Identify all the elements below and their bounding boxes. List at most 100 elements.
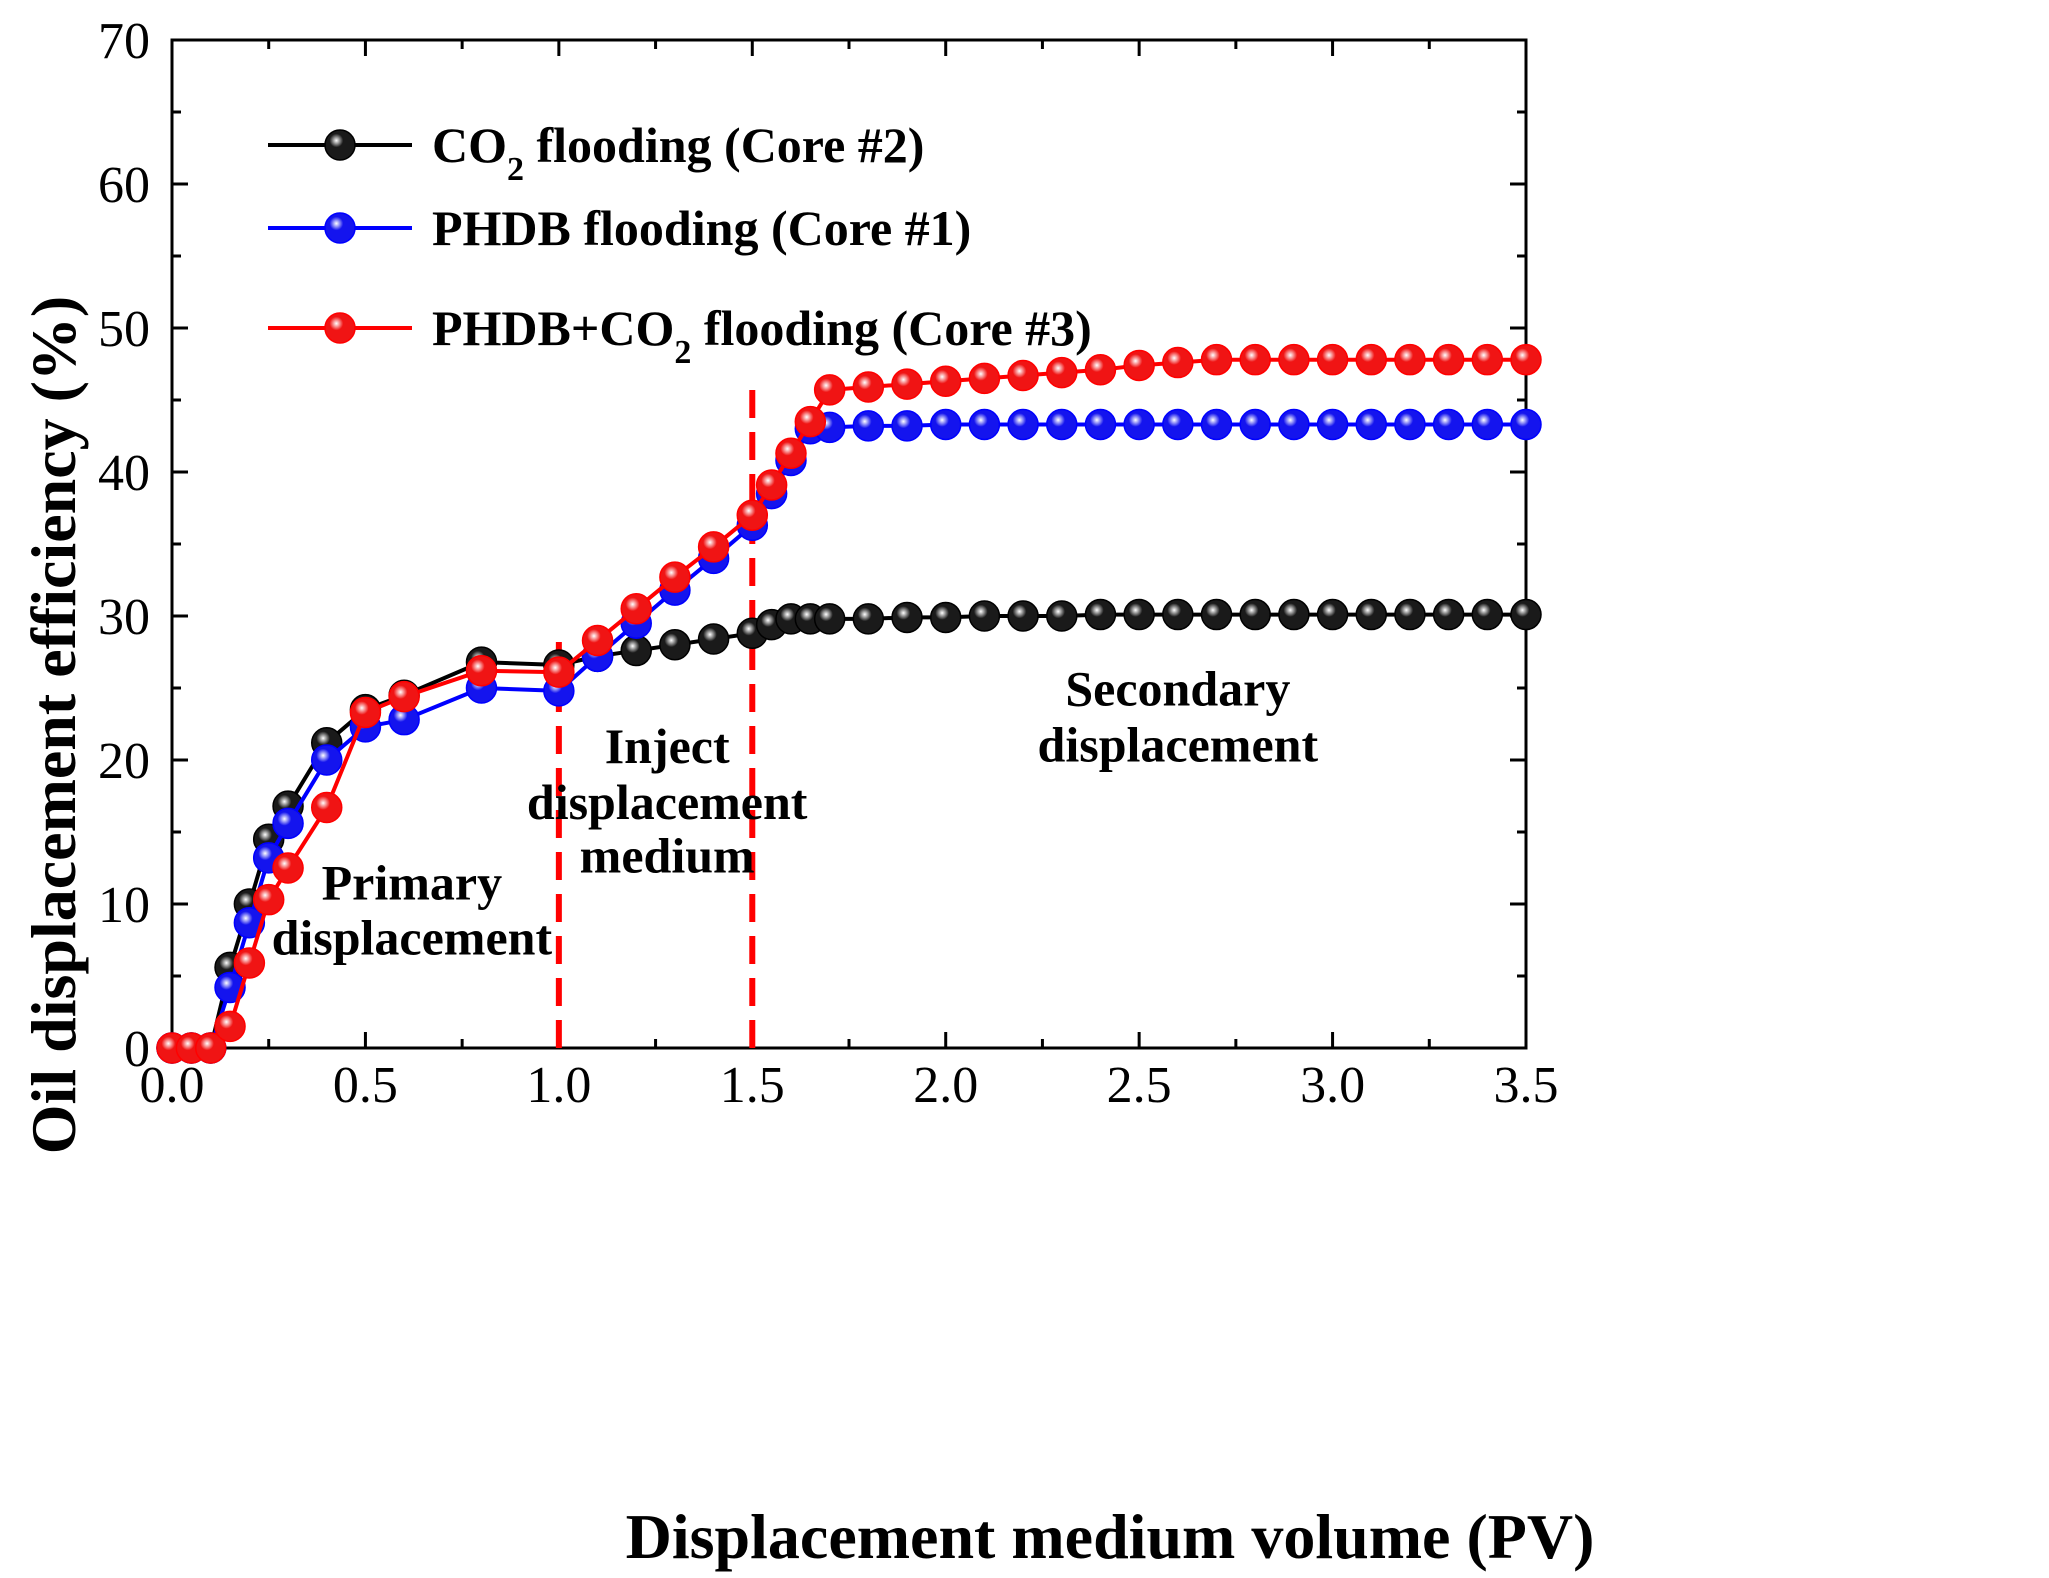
legend-label: PHDB+CO2 flooding (Core #3) — [432, 300, 1092, 371]
data-point — [1510, 598, 1542, 631]
legend-label-part: flooding (Core #2) — [524, 117, 924, 173]
annotation-text: Inject — [605, 718, 730, 774]
data-point — [1007, 600, 1039, 632]
data-point — [1278, 343, 1310, 376]
y-tick-label: 10 — [98, 877, 150, 934]
data-point — [1510, 408, 1542, 441]
x-tick-label: 3.0 — [1300, 1057, 1365, 1114]
legend-label-part: PHDB+CO — [432, 300, 674, 356]
x-tick-label: 0.0 — [140, 1057, 205, 1114]
data-point — [968, 600, 1001, 632]
data-point — [1084, 598, 1117, 631]
data-point — [1239, 598, 1271, 631]
annotation-text: displacement — [272, 909, 553, 965]
y-tick-label: 0 — [124, 1021, 150, 1078]
data-point — [1162, 598, 1194, 631]
data-point — [852, 410, 885, 442]
data-point — [1200, 408, 1233, 441]
data-point — [1278, 408, 1310, 441]
data-point — [755, 469, 788, 501]
data-point — [1200, 598, 1233, 631]
data-point — [310, 791, 343, 824]
legend-label-part: CO — [432, 117, 507, 173]
data-point — [968, 362, 1001, 395]
data-point — [891, 601, 923, 634]
data-point — [1123, 598, 1155, 631]
data-point — [891, 368, 923, 400]
data-point — [620, 593, 652, 625]
data-point — [1394, 598, 1426, 631]
y-tick-label: 50 — [98, 301, 150, 358]
data-point — [813, 603, 846, 635]
data-point — [852, 603, 885, 635]
data-point — [465, 654, 498, 687]
data-point — [1084, 408, 1117, 441]
legend-marker — [324, 212, 356, 244]
data-point — [697, 531, 730, 563]
data-point — [659, 629, 691, 661]
data-point — [852, 371, 885, 403]
data-point — [1084, 354, 1117, 386]
data-point — [1432, 343, 1465, 376]
legend-entry: PHDB flooding (Core #1) — [268, 200, 971, 256]
x-axis-title: Displacement medium volume (PV) — [626, 1501, 1595, 1572]
data-point — [1471, 343, 1504, 376]
series-line — [172, 612, 1526, 1050]
data-point — [929, 365, 962, 398]
data-point — [543, 656, 575, 688]
legend-label-part: flooding (Core #3) — [691, 300, 1091, 356]
data-point — [1278, 598, 1310, 631]
data-point — [620, 634, 652, 667]
annotation-text: medium — [580, 827, 755, 883]
annotation-text: displacement — [527, 774, 808, 830]
data-point — [929, 601, 962, 634]
y-tick-label: 30 — [98, 589, 150, 646]
y-tick-label: 70 — [98, 13, 150, 70]
series-layer — [156, 343, 1542, 1064]
data-point — [1432, 598, 1465, 631]
data-point — [1239, 408, 1271, 441]
data-point — [1394, 343, 1426, 376]
data-point — [794, 405, 827, 438]
data-point — [1316, 598, 1349, 631]
annotation-text: Primary — [322, 855, 502, 911]
data-point — [1239, 343, 1271, 376]
series-group — [156, 343, 1542, 1064]
data-point — [252, 883, 285, 916]
data-point — [310, 744, 343, 776]
data-point — [1162, 346, 1194, 379]
data-point — [1046, 600, 1078, 632]
data-point — [1355, 343, 1388, 376]
axis-titles: Displacement medium volume (PV) Oil disp… — [18, 296, 1594, 1572]
data-point — [581, 624, 614, 657]
data-point — [736, 499, 769, 531]
data-point — [1007, 408, 1039, 441]
data-point — [272, 807, 304, 840]
data-point — [775, 437, 807, 470]
legend: CO2 flooding (Core #2)PHDB flooding (Cor… — [268, 117, 1092, 371]
data-point — [1123, 408, 1155, 441]
x-tick-label: 2.5 — [1107, 1057, 1172, 1114]
data-point — [1471, 598, 1504, 631]
data-point — [194, 1032, 227, 1064]
x-tick-label: 1.0 — [526, 1057, 591, 1114]
data-point — [1471, 408, 1504, 441]
legend-label: PHDB flooding (Core #1) — [432, 200, 971, 256]
data-point — [1394, 408, 1426, 441]
y-tick-label: 40 — [98, 445, 150, 502]
annotation-text: displacement — [1038, 716, 1319, 772]
data-point — [388, 680, 420, 713]
data-point — [1510, 343, 1542, 376]
data-point — [1355, 598, 1388, 631]
x-tick-label: 2.0 — [913, 1057, 978, 1114]
data-point — [1007, 359, 1039, 392]
data-point — [929, 408, 962, 441]
data-point — [1316, 408, 1349, 441]
y-axis-title: Oil displacement efficiency (%) — [18, 296, 89, 1154]
legend-entry: PHDB+CO2 flooding (Core #3) — [268, 300, 1092, 371]
data-point — [813, 374, 846, 406]
data-point — [272, 852, 304, 884]
data-point — [1046, 356, 1078, 389]
data-point — [349, 696, 382, 729]
